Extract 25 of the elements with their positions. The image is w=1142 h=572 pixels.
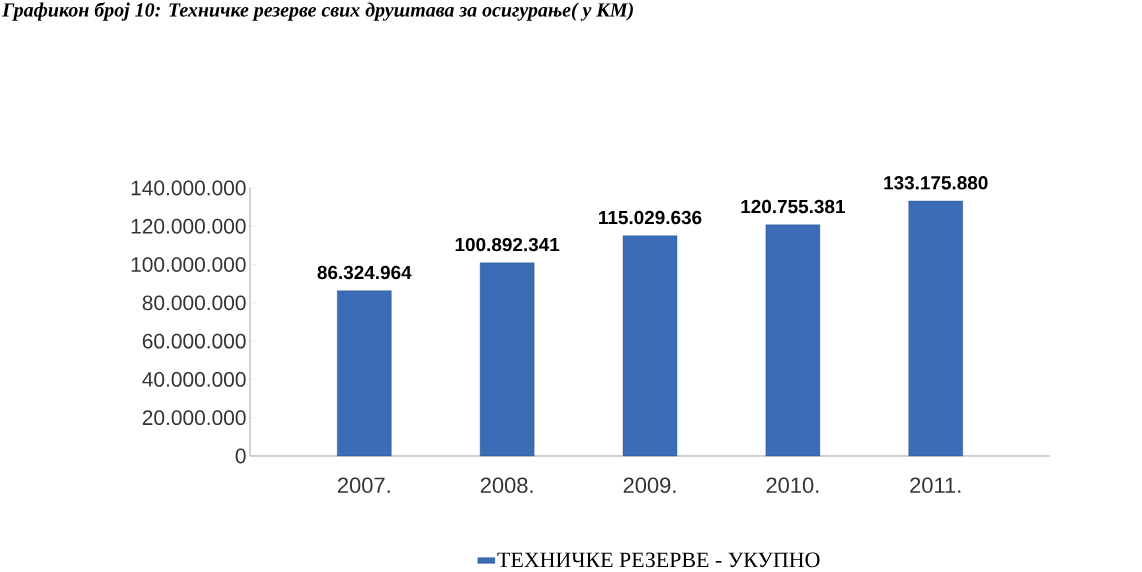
y-tick-label: 120.000.000: [131, 218, 246, 234]
data-label: 133.175.880: [884, 176, 988, 190]
y-tick-label: 80.000.000: [142, 295, 246, 311]
legend-label: ТЕХНИЧКЕ РЕЗЕРВЕ - УКУПНО: [497, 552, 820, 568]
y-tick-label: 140.000.000: [131, 180, 246, 196]
x-tick-label: 2009.: [623, 477, 676, 494]
bar: [908, 200, 963, 457]
bar: [337, 290, 392, 457]
x-tick-label: 2008.: [480, 477, 533, 494]
x-tick-label: 2011.: [910, 477, 961, 494]
data-label: 115.029.636: [599, 210, 702, 225]
data-label: 120.755.381: [741, 199, 845, 214]
y-tick-label: 20.000.000: [142, 410, 246, 426]
y-tick-label: 40.000.000: [142, 372, 246, 387]
data-label: 100.892.341: [455, 237, 560, 252]
y-tick-label: 60.000.000: [142, 333, 246, 349]
chart-title: Графикон број 10: Техничке резерве свих друштава за осигурање( у КМ): [2, 2, 633, 21]
bar: [479, 262, 535, 457]
bar: [765, 224, 821, 457]
bar: [622, 235, 678, 457]
y-tick-label: 100.000.000: [131, 257, 246, 272]
x-tick-label: 2007.: [337, 477, 390, 494]
data-label: 86.324.964: [317, 265, 412, 280]
x-tick-label: 2010.: [766, 477, 819, 494]
y-tick-label: 0: [235, 448, 246, 464]
